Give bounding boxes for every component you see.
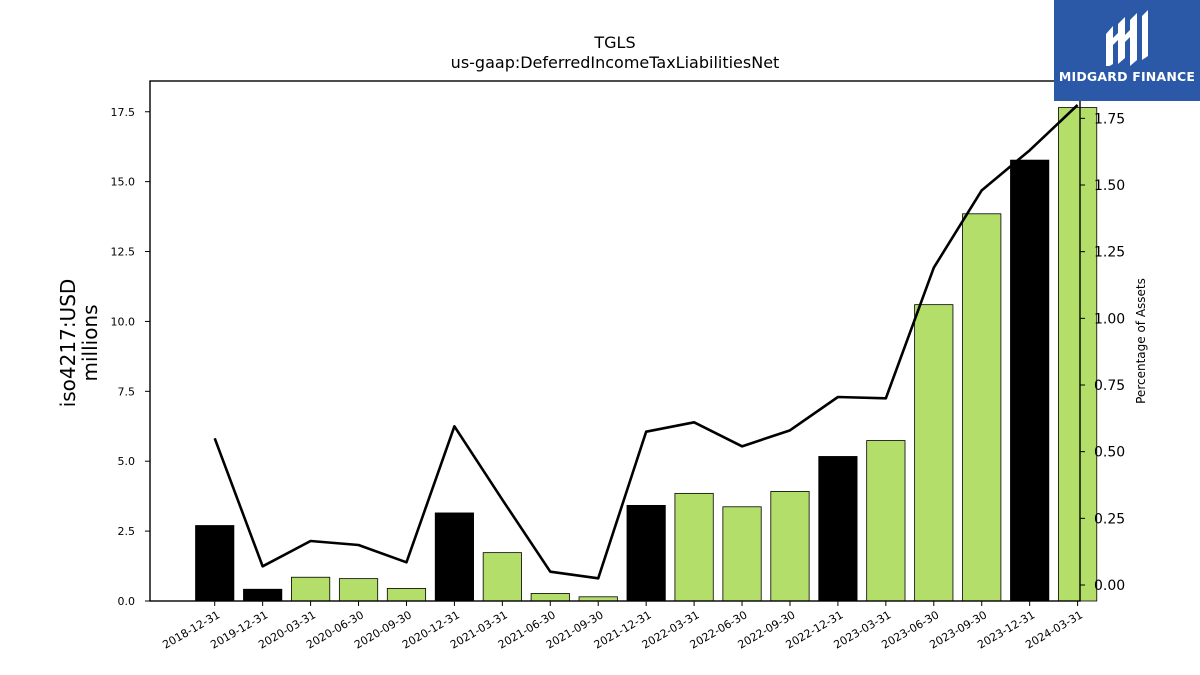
bar-2021-06-30 — [530, 593, 570, 602]
y-axis-label-line: iso4217:USD — [56, 279, 80, 408]
bar-2024-03-31 — [1058, 107, 1098, 602]
y2-tick-label: 0.50 — [1094, 445, 1125, 461]
y2-tick-label: 0.00 — [1094, 578, 1125, 594]
bar-2020-03-31 — [291, 576, 331, 602]
y-tick-label: 15.0 — [111, 176, 136, 189]
bars-layer — [195, 107, 1098, 602]
y2-tick-label: 1.25 — [1094, 245, 1125, 261]
y-tick-label: 0.0 — [118, 595, 136, 608]
y2-tick-label: 0.75 — [1094, 378, 1125, 394]
y-tick-label: 2.5 — [118, 525, 136, 538]
y2-tick-label: 1.75 — [1094, 111, 1125, 127]
bar-2022-12-31 — [818, 456, 858, 602]
midgard-logo-icon — [1106, 10, 1148, 66]
y2-axis-label: Percentage of Assets — [1134, 278, 1148, 404]
bar-2023-12-31 — [1010, 159, 1050, 602]
chart-subtitle: us-gaap:DeferredIncomeTaxLiabilitiesNet — [451, 53, 780, 72]
bar-2023-06-30 — [914, 304, 954, 602]
y2-tick-label: 0.25 — [1094, 511, 1125, 527]
bar-2022-06-30 — [722, 506, 762, 602]
bar-2018-12-31 — [195, 525, 235, 602]
y-axis-label-line: millions — [78, 304, 102, 381]
axes-layer — [149, 80, 1081, 602]
y2-tick-label: 1.00 — [1094, 311, 1125, 327]
percent-of-assets-line — [213, 104, 1079, 580]
y-tick-label: 5.0 — [118, 455, 136, 468]
y-tick-label: 12.5 — [111, 246, 136, 259]
y-tick-label: 7.5 — [118, 385, 136, 398]
bar-2022-03-31 — [674, 492, 714, 602]
bar-2023-09-30 — [962, 213, 1002, 602]
y2-tick-label: 1.50 — [1094, 178, 1125, 194]
line-layer — [213, 104, 1079, 580]
bar-2019-12-31 — [243, 588, 283, 602]
y-axis-label: iso4217:USDmillions — [56, 279, 102, 408]
bar-2023-03-31 — [866, 440, 906, 602]
chart-title: TGLS — [593, 33, 635, 52]
bar-2021-12-31 — [626, 504, 666, 602]
y-tick-label: 17.5 — [111, 106, 136, 119]
plot-frame — [149, 80, 1081, 602]
y-tick-label: 10.0 — [111, 315, 136, 328]
bar-2020-06-30 — [338, 578, 379, 602]
brand-logo: MIDGARD FINANCE — [1054, 0, 1200, 101]
bar-2021-03-31 — [482, 552, 522, 602]
bar-2020-09-30 — [386, 588, 427, 602]
brand-name: MIDGARD FINANCE — [1058, 69, 1196, 84]
bar-2022-09-30 — [770, 491, 810, 602]
bar-2020-12-31 — [434, 512, 474, 602]
